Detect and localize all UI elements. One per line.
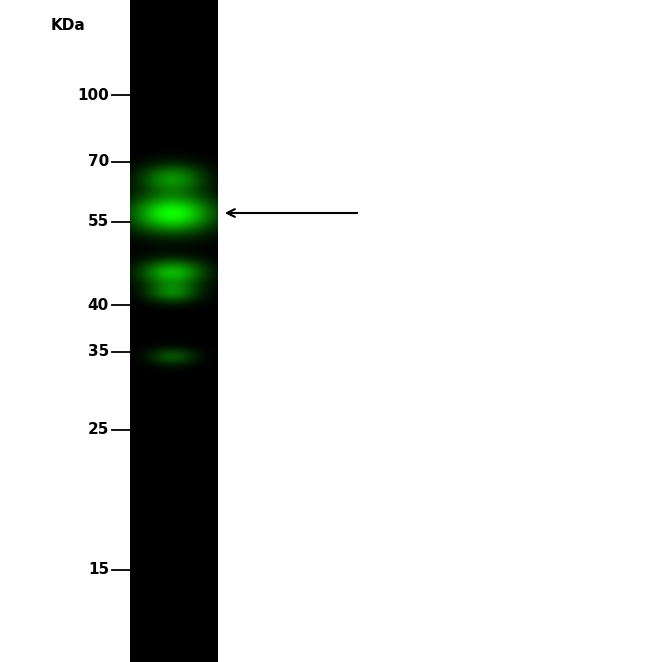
Text: 35: 35 [88,344,109,359]
Text: 25: 25 [88,422,109,438]
Text: 55: 55 [88,214,109,230]
Text: 70: 70 [88,154,109,169]
Text: 15: 15 [88,563,109,577]
Text: 100: 100 [77,87,109,103]
Text: 40: 40 [88,297,109,312]
Text: A: A [165,18,179,36]
Text: KDa: KDa [51,18,85,33]
